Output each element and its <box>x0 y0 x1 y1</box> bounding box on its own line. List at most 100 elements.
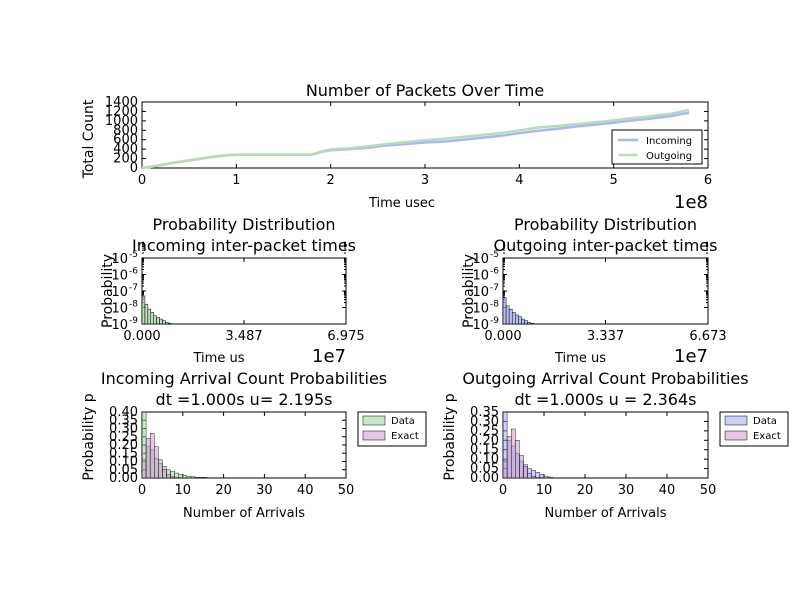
incoming-interpacket-chart-bar <box>165 322 169 325</box>
outgoing-arrival-chart-legend-label-exact: Exact <box>753 431 781 442</box>
outgoing-interpacket-chart-bar <box>508 308 513 325</box>
outgoing-arrival-chart-xtick-label: 0 <box>499 483 507 498</box>
incoming-arrival-chart-bar-exact <box>170 476 175 479</box>
outgoing-interpacket-chart-bar <box>527 322 531 325</box>
incoming-arrival-chart-xtick-label: 50 <box>338 483 355 498</box>
packets-chart-ytick-label: 1200 <box>105 104 138 119</box>
incoming-interpacket-chart-bar <box>147 308 152 325</box>
outgoing-interpacket-chart-ytick-label: 10 <box>472 252 489 267</box>
incoming-interpacket-chart-xlabel: Time us <box>193 351 245 366</box>
outgoing-interpacket-chart-x-offset: 1e7 <box>674 346 708 367</box>
outgoing-arrival-chart-bar-exact <box>523 466 528 479</box>
incoming-arrival-chart-bar-data <box>178 474 184 479</box>
incoming-interpacket-chart-ytick-exponent: -9 <box>129 316 138 326</box>
outgoing-interpacket-chart-title-line: Probability Distribution <box>514 215 697 234</box>
packets-legend-label-outgoing: Outgoing <box>646 151 692 162</box>
incoming-arrival-chart-ytick-label: 0.40 <box>109 405 138 420</box>
outgoing-arrival-chart-xtick-label: 30 <box>618 483 635 498</box>
packets-chart-ytick-label: 600 <box>113 133 138 148</box>
outgoing-arrival-chart-ylabel: Probability p <box>442 393 458 480</box>
packets-chart-ytick-label: 400 <box>113 142 138 157</box>
outgoing-arrival-chart-title-line: Outgoing Arrival Count Probabilities <box>462 369 748 388</box>
packets-legend-label-incoming: Incoming <box>646 136 692 147</box>
incoming-arrival-chart-bar-data <box>198 476 204 479</box>
incoming-arrival-chart-bar-data <box>182 475 188 479</box>
outgoing-interpacket-chart-bar <box>530 322 534 325</box>
incoming-interpacket-chart-ylabel: Probability <box>100 254 116 328</box>
incoming-interpacket-chart-ytick-exponent: -7 <box>129 283 138 293</box>
packets-chart-ylabel: Total Count <box>81 99 97 179</box>
outgoing-arrival-chart-ytick-label: 0.10 <box>470 452 499 467</box>
outgoing-interpacket-chart-bar <box>521 318 525 325</box>
incoming-arrival-chart-bar-exact <box>162 469 167 479</box>
outgoing-arrival-chart-bar-exact <box>502 460 508 479</box>
outgoing-arrival-chart-ytick-label: 0.30 <box>470 414 499 429</box>
incoming-arrival-chart-bar-data <box>174 472 179 479</box>
packets-chart-xtick-label: 3 <box>421 173 429 188</box>
incoming-arrival-chart-bar-exact <box>145 438 151 479</box>
outgoing-arrival-chart-legend-label-data: Data <box>753 416 777 427</box>
outgoing-arrival-chart-bar-exact <box>511 428 516 479</box>
incoming-arrival-chart-xtick-label: 40 <box>297 483 314 498</box>
outgoing-arrival-chart-bar-data <box>543 475 549 479</box>
outgoing-interpacket-chart-bar <box>502 297 507 325</box>
outgoing-arrival-chart-bar-data <box>547 476 553 479</box>
incoming-interpacket-chart-title-line: Probability Distribution <box>152 215 335 234</box>
incoming-arrival-chart-ytick-label: 0.35 <box>109 413 138 428</box>
outgoing-arrival-chart-legend-swatch-data <box>724 415 748 426</box>
packets-chart-ytick-label: 1000 <box>105 114 138 129</box>
outgoing-interpacket-chart-ytick-exponent: -7 <box>490 283 499 293</box>
incoming-arrival-chart-ytick-label: 0.00 <box>109 471 138 486</box>
outgoing-interpacket-chart-ytick-exponent: -6 <box>490 267 499 277</box>
packets-chart-legend <box>611 129 703 165</box>
outgoing-interpacket-chart-ytick-exponent: -5 <box>490 250 499 260</box>
outgoing-interpacket-chart-ytick-exponent: -9 <box>490 316 499 326</box>
outgoing-interpacket-chart-ylabel: Probability <box>461 254 477 328</box>
incoming-arrival-chart-xtick-label: 10 <box>175 483 192 498</box>
incoming-arrival-chart-ytick-label: 0.30 <box>109 422 138 437</box>
packets-series-outgoing-line <box>141 108 690 170</box>
outgoing-interpacket-chart-bar <box>518 316 522 325</box>
incoming-arrival-chart-bar-exact <box>141 459 147 479</box>
incoming-arrival-chart-title-line: dt =1.000s u= 2.195s <box>156 390 333 409</box>
packets-chart-ytick-label: 200 <box>113 152 138 167</box>
packets-chart-title: Number of Packets Over Time <box>306 81 544 100</box>
outgoing-interpacket-chart-ytick-exponent: -8 <box>490 300 499 310</box>
packets-chart-xtick-label: 6 <box>704 173 712 188</box>
outgoing-interpacket-chart-xtick-label: 6.673 <box>689 329 726 344</box>
incoming-interpacket-chart-title-line: Incoming inter-packet times <box>132 236 356 255</box>
outgoing-arrival-chart-ytick-label: 0.05 <box>470 462 499 477</box>
outgoing-arrival-chart-xtick-label: 10 <box>536 483 553 498</box>
incoming-interpacket-chart-ytick-label: 10 <box>111 285 128 300</box>
packets-chart-xlabel: Time usec <box>368 196 435 211</box>
incoming-arrival-chart-legend-label-data: Data <box>391 416 415 427</box>
incoming-interpacket-chart-xtick-label: 6.975 <box>327 329 364 344</box>
incoming-arrival-chart-legend-label-exact: Exact <box>391 431 419 442</box>
incoming-arrival-chart-title-line: Incoming Arrival Count Probabilities <box>101 369 387 388</box>
outgoing-arrival-chart-bar-exact <box>519 455 524 479</box>
packets-chart-ytick-label: 800 <box>113 123 138 138</box>
outgoing-arrival-chart-bar-exact <box>515 440 520 479</box>
incoming-arrival-chart-bar-data <box>194 476 200 479</box>
incoming-interpacket-chart-xtick-label: 0.000 <box>123 329 160 344</box>
outgoing-arrival-chart-bar-exact <box>527 473 532 479</box>
outgoing-arrival-chart-bar-data <box>535 472 541 479</box>
outgoing-arrival-chart-xtick-label: 50 <box>700 483 717 498</box>
outgoing-interpacket-chart-bar <box>511 312 516 325</box>
outgoing-arrival-chart-xtick-label: 20 <box>577 483 594 498</box>
incoming-interpacket-chart-bar <box>162 320 166 325</box>
incoming-arrival-chart-xtick-label: 20 <box>215 483 232 498</box>
incoming-arrival-chart-bar-exact <box>166 474 171 479</box>
incoming-interpacket-chart-ytick-label: 10 <box>111 318 128 333</box>
incoming-interpacket-chart-bar <box>159 318 163 325</box>
outgoing-arrival-chart-bar-exact <box>506 436 512 479</box>
outgoing-interpacket-chart-xtick-label: 0.000 <box>484 329 521 344</box>
incoming-arrival-chart-bar-data <box>186 476 192 479</box>
incoming-interpacket-chart-ytick-exponent: -5 <box>129 250 138 260</box>
incoming-interpacket-chart-x-offset: 1e7 <box>312 346 346 367</box>
incoming-arrival-chart-xtick-label: 0 <box>138 483 146 498</box>
outgoing-interpacket-chart-xtick-label: 3.337 <box>587 329 624 344</box>
outgoing-arrival-chart-ytick-label: 0.00 <box>470 471 499 486</box>
incoming-interpacket-chart-bar <box>156 317 160 325</box>
